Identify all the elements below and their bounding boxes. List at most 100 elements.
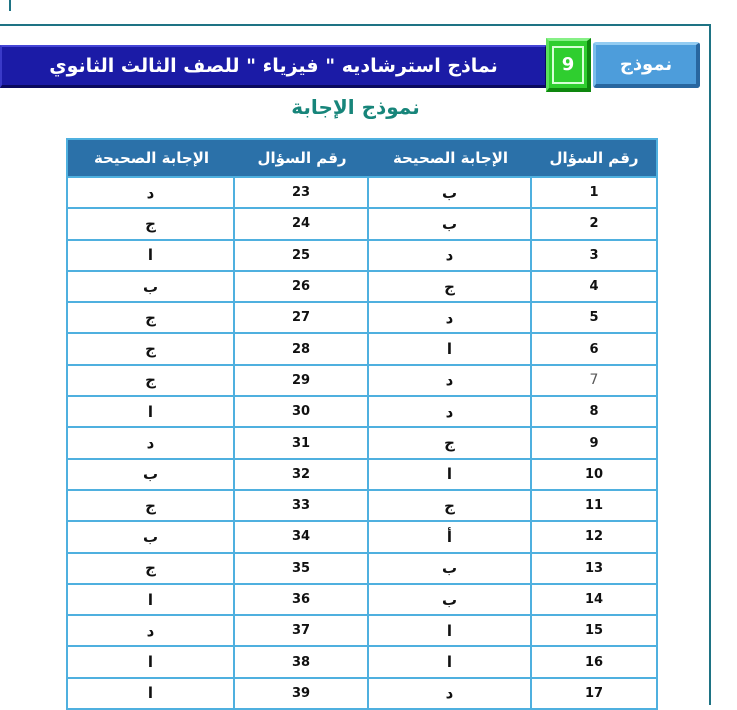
header-correct-answer: الإجابة الصحيحة (93, 149, 210, 167)
question-number-cell: 10 (584, 466, 604, 482)
question-number-cell: 24 (235, 209, 369, 239)
question-number-cell: 38 (235, 647, 369, 677)
question-number-cell: 16 (584, 654, 604, 670)
answer-cell: د (369, 240, 532, 270)
question-number-cell: 4 (589, 279, 599, 295)
table-row: 15 ا 37 د (68, 614, 656, 646)
question-number-cell: 31 (235, 428, 369, 458)
table-row: 2 ب 24 ج (68, 207, 656, 239)
model-number: 9 (552, 45, 584, 84)
question-number-cell: 27 (235, 303, 369, 333)
answer-cell: ب (369, 209, 532, 239)
question-number-cell: 29 (235, 365, 369, 396)
answer-cell: ج (68, 553, 235, 583)
answer-cell: ا (68, 678, 235, 709)
document-title-bar: نماذج استرشاديه " فيزياء " للصف الثالث ا… (0, 45, 547, 88)
answer-cell: ج (68, 334, 235, 364)
answer-cell: ج (68, 303, 235, 333)
page-frame-right-line (709, 24, 711, 705)
table-row: 9 ج 31 د (68, 426, 656, 458)
answer-cell: د (369, 365, 532, 396)
question-number-cell: 28 (235, 334, 369, 364)
question-number-cell: 2 (589, 216, 599, 232)
table-row: 4 ج 26 ب (68, 269, 656, 302)
table-row: 7 د 29 ج (68, 363, 656, 396)
answer-cell: ا (369, 616, 532, 646)
header-correct-answer: الإجابة الصحيحة (392, 149, 509, 167)
table-row: 1 ب 23 د (68, 176, 656, 208)
question-number-cell: 5 (589, 310, 599, 326)
table-row: 14 ب 36 ا (68, 582, 656, 615)
table-row: 12 أ 34 ب (68, 520, 656, 552)
question-number-cell: 36 (235, 584, 369, 615)
model-label-button: نموذج (593, 42, 700, 88)
question-number-cell: 11 (584, 498, 604, 514)
answer-cell: ج (369, 271, 532, 302)
answer-cell: أ (369, 522, 532, 552)
table-row: 13 ب 35 ج (68, 551, 656, 583)
answer-table: رقم السؤال الإجابة الصحيحة رقم السؤال ال… (66, 138, 658, 710)
table-body: 1 ب 23 د 2 ب 24 ج 3 د 25 ا 4 ج 26 ب 5 د 27 ج 6 ا 28 ج 7 د 29 ج 8 د 30 ا… (68, 176, 656, 709)
question-number-cell: 14 (584, 592, 604, 607)
answer-cell: ا (369, 334, 532, 364)
document-title: نماذج استرشاديه " فيزياء " للصف الثالث ا… (49, 55, 498, 77)
question-number-cell: 32 (235, 459, 369, 489)
answer-cell: د (369, 303, 532, 333)
question-number-cell: 7 (589, 372, 599, 389)
question-number-cell: 9 (589, 435, 599, 451)
answer-cell: ا (68, 647, 235, 677)
answer-cell: ا (369, 459, 532, 489)
table-row: 16 ا 38 ا (68, 645, 656, 677)
answer-cell: د (68, 428, 235, 458)
answer-cell: د (369, 678, 532, 709)
question-number-cell: 34 (235, 522, 369, 552)
answer-cell: ب (68, 459, 235, 489)
question-number-cell: 23 (235, 178, 369, 208)
page-frame-top-line (0, 24, 711, 26)
question-number-cell: 12 (584, 529, 604, 545)
table-row: 5 د 27 ج (68, 301, 656, 333)
question-number-cell: 35 (235, 553, 369, 583)
answer-cell: د (369, 397, 532, 427)
answer-cell: ب (369, 584, 532, 615)
table-row: 10 ا 32 ب (68, 457, 656, 489)
question-number-cell: 30 (235, 397, 369, 427)
table-row: 6 ا 28 ج (68, 332, 656, 364)
answer-cell: ا (68, 397, 235, 427)
question-number-cell: 6 (589, 341, 599, 357)
table-row: 8 د 30 ا (68, 395, 656, 427)
question-number-cell: 13 (584, 560, 604, 576)
answer-cell: ج (68, 490, 235, 521)
question-number-cell: 15 (584, 623, 604, 639)
model-label: نموذج (619, 54, 673, 75)
model-number-badge: 9 (546, 38, 591, 92)
answer-cell: ا (68, 584, 235, 615)
question-number-cell: 8 (589, 404, 599, 420)
header-question-number: رقم السؤال (549, 149, 639, 167)
table-row: 11 ج 33 ج (68, 488, 656, 521)
answer-cell: ج (369, 490, 532, 521)
answer-cell: ج (68, 365, 235, 396)
answer-cell: ج (68, 209, 235, 239)
question-number-cell: 26 (235, 271, 369, 302)
answer-cell: ا (369, 647, 532, 677)
answer-cell: ج (369, 428, 532, 458)
question-number-cell: 33 (235, 490, 369, 521)
page-frame-top-dash (9, 0, 11, 11)
table-row: 17 د 39 ا (68, 676, 656, 709)
header-question-number: رقم السؤال (257, 149, 347, 167)
table-row: 3 د 25 ا (68, 238, 656, 270)
answer-cell: د (68, 178, 235, 208)
question-number-cell: 17 (584, 685, 604, 701)
question-number-cell: 3 (589, 247, 599, 263)
question-number-cell: 25 (235, 240, 369, 270)
answer-cell: ا (68, 240, 235, 270)
question-number-cell: 1 (589, 185, 599, 201)
question-number-cell: 39 (235, 678, 369, 709)
answer-cell: ب (369, 178, 532, 208)
answer-cell: د (68, 616, 235, 646)
answer-table-header: رقم السؤال الإجابة الصحيحة رقم السؤال ال… (68, 140, 656, 176)
question-number-cell: 37 (235, 616, 369, 646)
answer-cell: ب (68, 271, 235, 302)
